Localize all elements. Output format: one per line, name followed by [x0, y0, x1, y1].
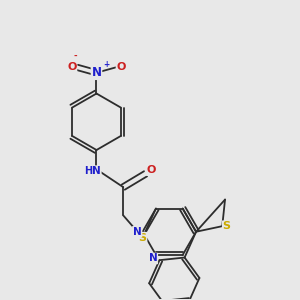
Text: S: S	[223, 221, 231, 231]
Text: N: N	[133, 227, 142, 237]
Text: O: O	[147, 165, 156, 175]
Text: N: N	[92, 66, 101, 79]
Text: N: N	[148, 254, 157, 263]
Text: O: O	[67, 62, 76, 72]
Text: -: -	[74, 52, 77, 61]
Text: N: N	[92, 166, 101, 176]
Text: O: O	[116, 62, 126, 72]
Text: +: +	[103, 60, 109, 69]
Text: H: H	[84, 166, 92, 176]
Text: S: S	[139, 233, 147, 243]
